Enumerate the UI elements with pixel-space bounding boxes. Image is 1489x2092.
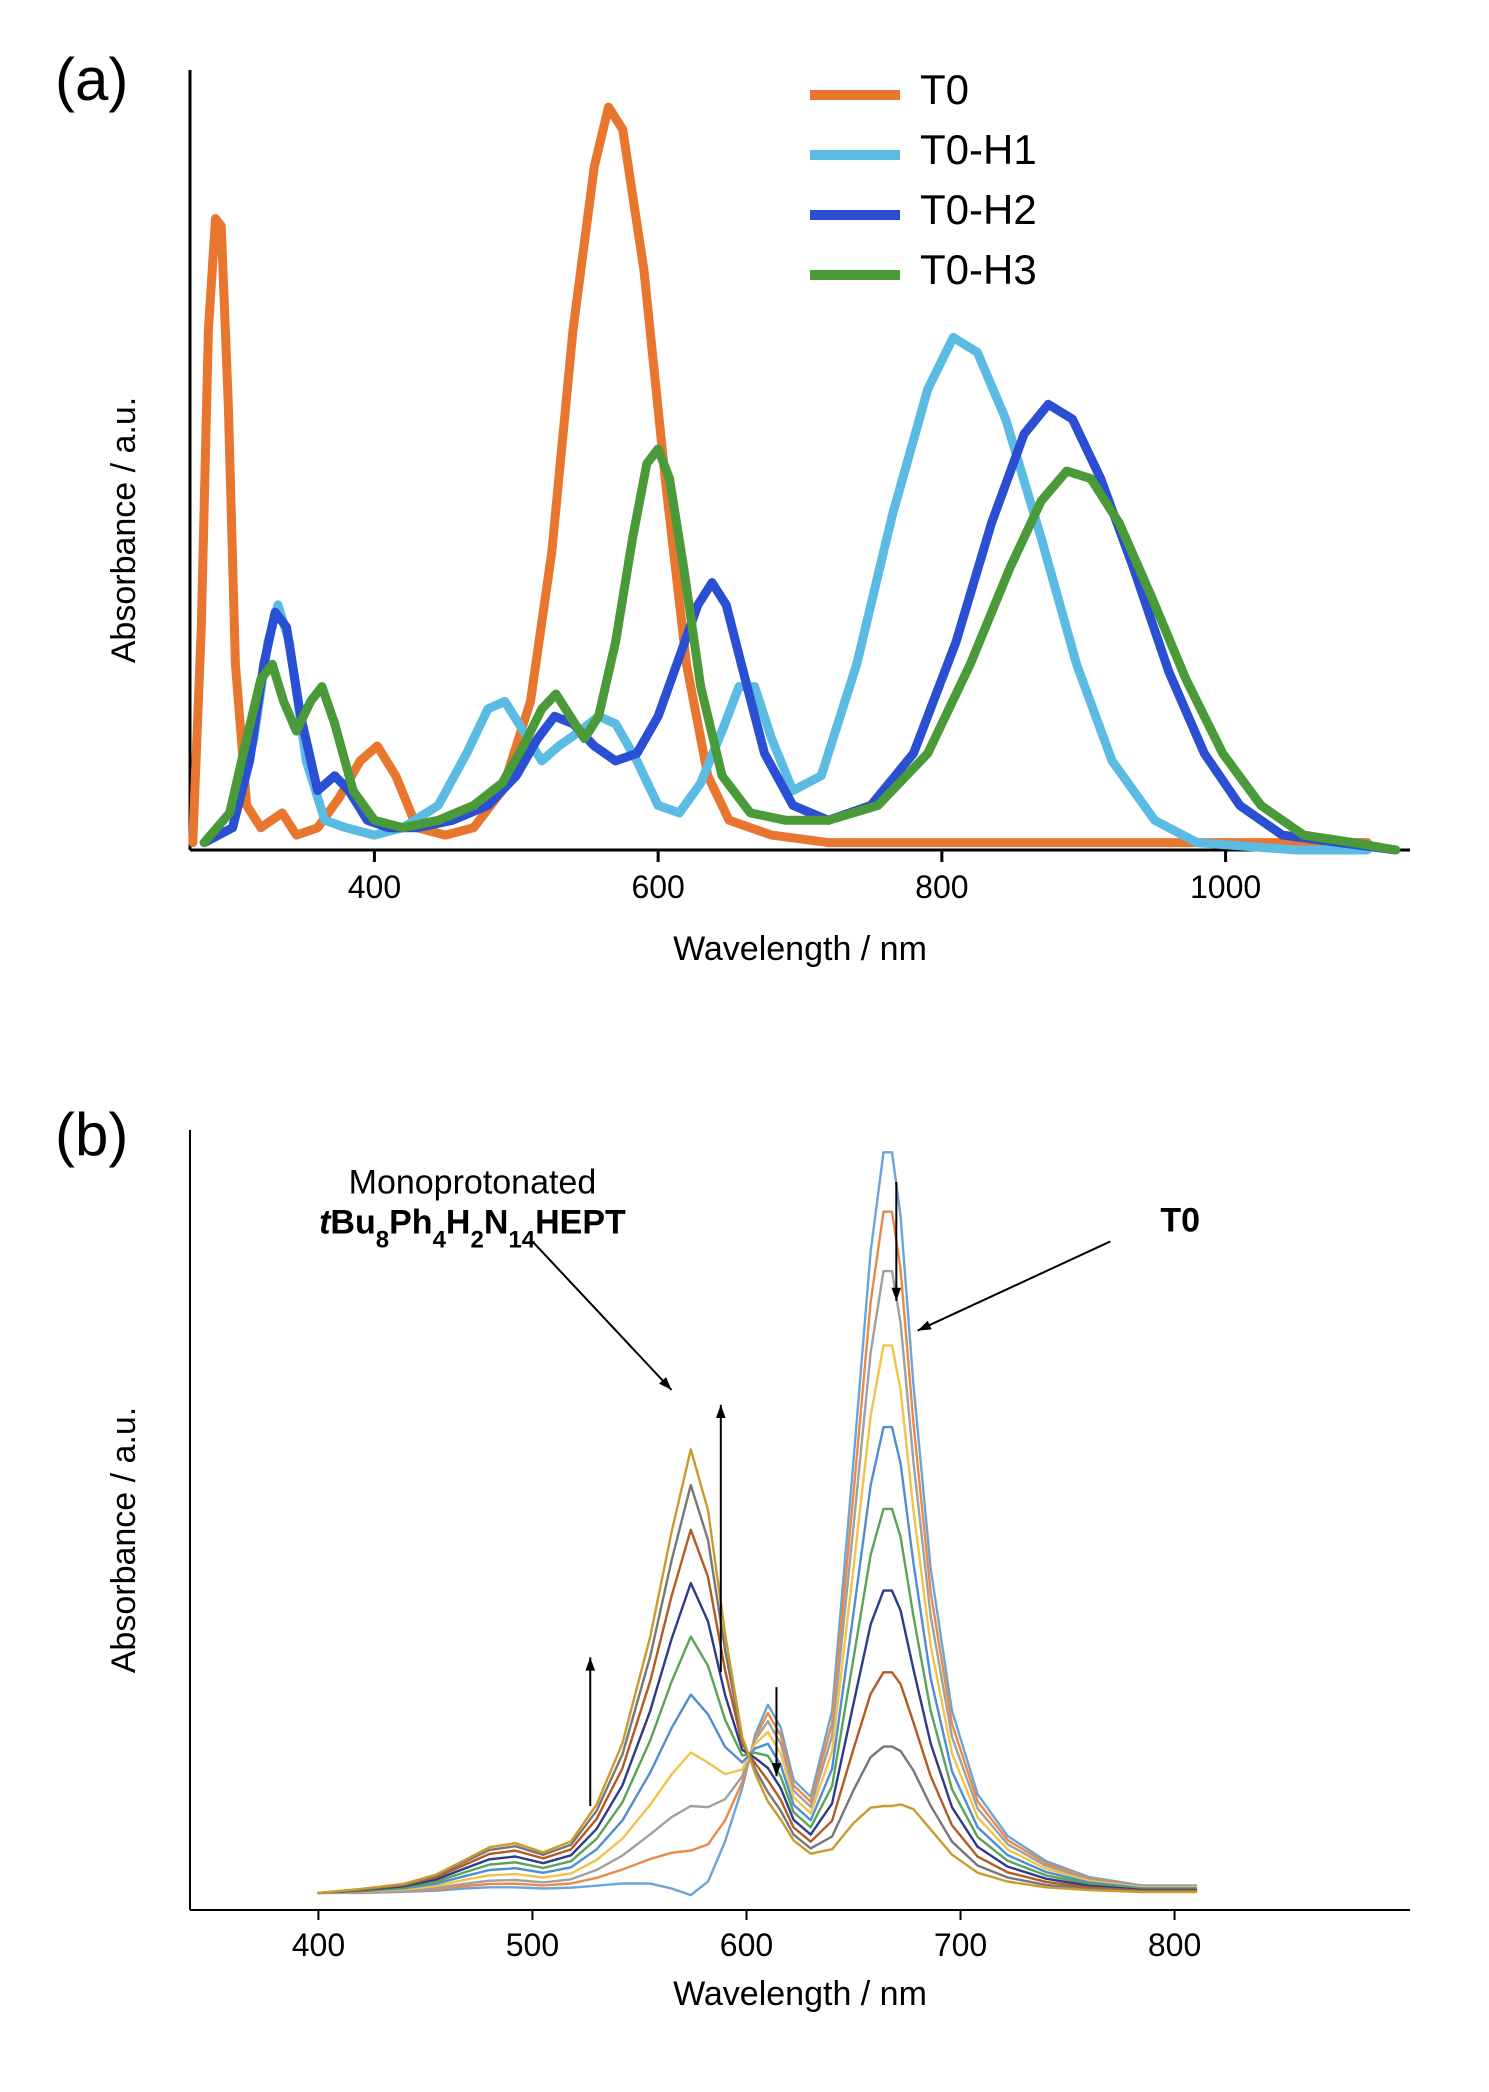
- panel-a-letter: (a): [55, 46, 128, 113]
- panel-a-xlabel: Wavelength / nm: [673, 930, 927, 968]
- legend-label: T0-H3: [920, 246, 1037, 293]
- xtick-label: 700: [934, 1927, 987, 1963]
- panel-b-ylabel: Absorbance / a.u.: [105, 1407, 143, 1674]
- annot-right-label: T0: [1160, 1201, 1200, 1239]
- legend-swatch: [810, 270, 900, 280]
- series-T0-H1: [204, 337, 1367, 850]
- figure-root: (a) Absorbance / a.u. Wavelength / nm 40…: [0, 0, 1489, 2092]
- panel-b-ticks: 400 500 600 700 800: [292, 1910, 1202, 1963]
- panel-a-legend: T0 T0-H1 T0-H2 T0-H3: [810, 66, 1037, 293]
- pointer-right-head: [918, 1321, 932, 1331]
- titration-trace-2: [318, 1271, 1196, 1893]
- panel-a-svg: (a) Absorbance / a.u. Wavelength / nm 40…: [0, 0, 1489, 1020]
- titration-trace-3: [318, 1345, 1196, 1893]
- xtick-label: 500: [506, 1927, 559, 1963]
- up-arrow-0-head: [585, 1657, 595, 1670]
- legend-swatch: [810, 210, 900, 220]
- panel-a-axes: [190, 70, 1410, 850]
- panel-b-svg: (b) Absorbance / a.u. Wavelength / nm 40…: [0, 1020, 1489, 2092]
- xtick-label: 1000: [1190, 869, 1261, 905]
- xtick-label: 600: [720, 1927, 773, 1963]
- annot-left-line2: tBu8Ph4H2N14HEPT: [319, 1203, 626, 1253]
- pointer-right: [918, 1241, 1111, 1330]
- annot-left-line1: Monoprotonated: [349, 1163, 597, 1201]
- titration-trace-5: [318, 1509, 1196, 1893]
- up-arrow-1-head: [716, 1405, 726, 1418]
- panel-a-series: [193, 107, 1396, 850]
- panel-a-ticks: 400 600 800 1000: [348, 850, 1261, 905]
- panel-b-annotations: MonoprotonatedtBu8Ph4H2N14HEPT T0: [319, 1163, 1200, 1806]
- xtick-label: 400: [292, 1927, 345, 1963]
- titration-trace-7: [318, 1530, 1196, 1893]
- down-arrow-1-head: [892, 1288, 902, 1301]
- legend-label: T0-H2: [920, 186, 1037, 233]
- pointer-left: [532, 1241, 671, 1390]
- titration-trace-8: [318, 1485, 1196, 1893]
- panel-b-xlabel: Wavelength / nm: [673, 1975, 927, 2013]
- titration-trace-1: [318, 1212, 1196, 1893]
- panel-a-ylabel: Absorbance / a.u.: [105, 397, 143, 664]
- xtick-label: 800: [1148, 1927, 1201, 1963]
- titration-trace-9: [318, 1449, 1196, 1893]
- xtick-label: 800: [915, 869, 968, 905]
- xtick-label: 600: [631, 869, 684, 905]
- xtick-label: 400: [348, 869, 401, 905]
- legend-label: T0-H1: [920, 126, 1037, 173]
- legend-label: T0: [920, 66, 969, 113]
- panel-b-letter: (b): [55, 1101, 128, 1168]
- legend-swatch: [810, 150, 900, 160]
- legend-swatch: [810, 90, 900, 100]
- titration-trace-4: [318, 1427, 1196, 1893]
